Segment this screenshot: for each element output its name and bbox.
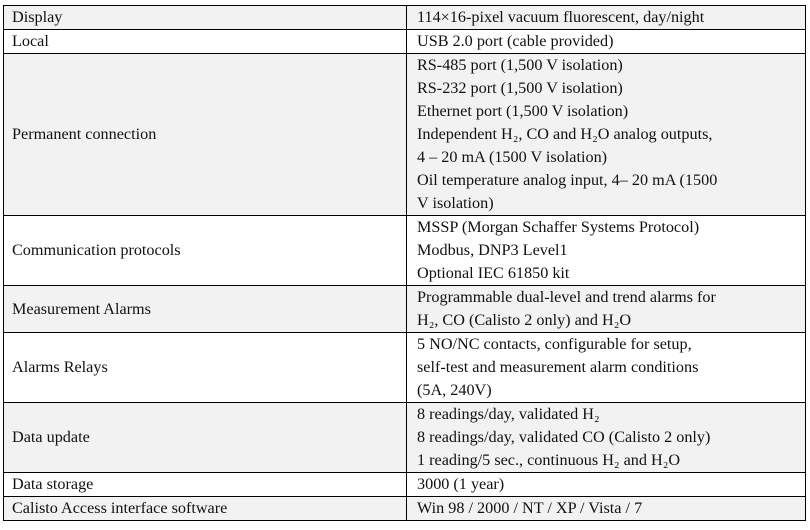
row-label: Data storage	[3, 472, 407, 497]
row-label: Calisto Access interface software	[3, 496, 407, 521]
row-label: Permanent connection	[3, 53, 407, 216]
row-label: Communication protocols	[3, 215, 407, 286]
row-value: Programmable dual-level and trend alarms…	[406, 285, 806, 333]
row-value: Win 98 / 2000 / NT / XP / Vista / 7	[406, 496, 806, 521]
table-row: Data storage 3000 (1 year)	[3, 472, 806, 497]
value-line: Optional IEC 61850 kit	[417, 264, 570, 282]
table-row: Local USB 2.0 port (cable provided)	[3, 29, 806, 54]
table-row: Calisto Access interface software Win 98…	[3, 496, 806, 521]
value-line: RS-232 port (1,500 V isolation)	[417, 79, 623, 97]
row-value: USB 2.0 port (cable provided)	[406, 29, 806, 54]
value-line: 8 readings/day, validated CO (Calisto 2 …	[417, 428, 711, 446]
row-label: Alarms Relays	[3, 332, 407, 403]
value-line: USB 2.0 port (cable provided)	[417, 32, 614, 50]
value-line: 4 – 20 mA (1500 V isolation)	[417, 148, 608, 166]
row-value: 3000 (1 year)	[406, 472, 806, 497]
value-line: Win 98 / 2000 / NT / XP / Vista / 7	[417, 499, 643, 517]
value-line: H₂, CO (Calisto 2 only) and H₂O	[417, 311, 632, 329]
row-label: Measurement Alarms	[3, 285, 407, 333]
row-label: Data update	[3, 402, 407, 473]
value-line: 1 reading/5 sec., continuous H₂ and H₂O	[417, 451, 681, 469]
table-row: Communication protocols MSSP (Morgan Sch…	[3, 215, 806, 286]
table-row: Alarms Relays 5 NO/NC contacts, configur…	[3, 332, 806, 403]
table-row: Data update 8 readings/day, validated H₂…	[3, 402, 806, 473]
table-row: Display 114×16-pixel vacuum fluorescent,…	[3, 5, 806, 30]
row-value: 8 readings/day, validated H₂ 8 readings/…	[406, 402, 806, 473]
value-line: Independent H₂, CO and H₂O analog output…	[417, 125, 713, 143]
value-line: 114×16-pixel vacuum fluorescent, day/nig…	[417, 8, 705, 26]
value-line: (5A, 240V)	[417, 381, 492, 399]
row-value: 5 NO/NC contacts, configurable for setup…	[406, 332, 806, 403]
table-row: Measurement Alarms Programmable dual-lev…	[3, 285, 806, 333]
value-line: Oil temperature analog input, 4– 20 mA (…	[417, 171, 718, 189]
value-line: V isolation)	[417, 194, 494, 212]
table-row: Permanent connection RS-485 port (1,500 …	[3, 53, 806, 216]
row-label: Display	[3, 5, 407, 30]
row-value: 114×16-pixel vacuum fluorescent, day/nig…	[406, 5, 806, 30]
value-line: RS-485 port (1,500 V isolation)	[417, 56, 623, 74]
value-line: 8 readings/day, validated H₂	[417, 405, 600, 423]
value-line: self-test and measurement alarm conditio…	[417, 358, 699, 376]
row-label: Local	[3, 29, 407, 54]
value-line: MSSP (Morgan Schaffer Systems Protocol)	[417, 218, 700, 236]
value-line: Programmable dual-level and trend alarms…	[417, 288, 716, 306]
row-value: MSSP (Morgan Schaffer Systems Protocol) …	[406, 215, 806, 286]
value-line: 5 NO/NC contacts, configurable for setup…	[417, 335, 692, 353]
spec-table: Display 114×16-pixel vacuum fluorescent,…	[3, 5, 806, 521]
value-line: 3000 (1 year)	[417, 475, 505, 493]
row-value: RS-485 port (1,500 V isolation) RS-232 p…	[406, 53, 806, 216]
value-line: Ethernet port (1,500 V isolation)	[417, 102, 629, 120]
value-line: Modbus, DNP3 Level1	[417, 241, 568, 259]
